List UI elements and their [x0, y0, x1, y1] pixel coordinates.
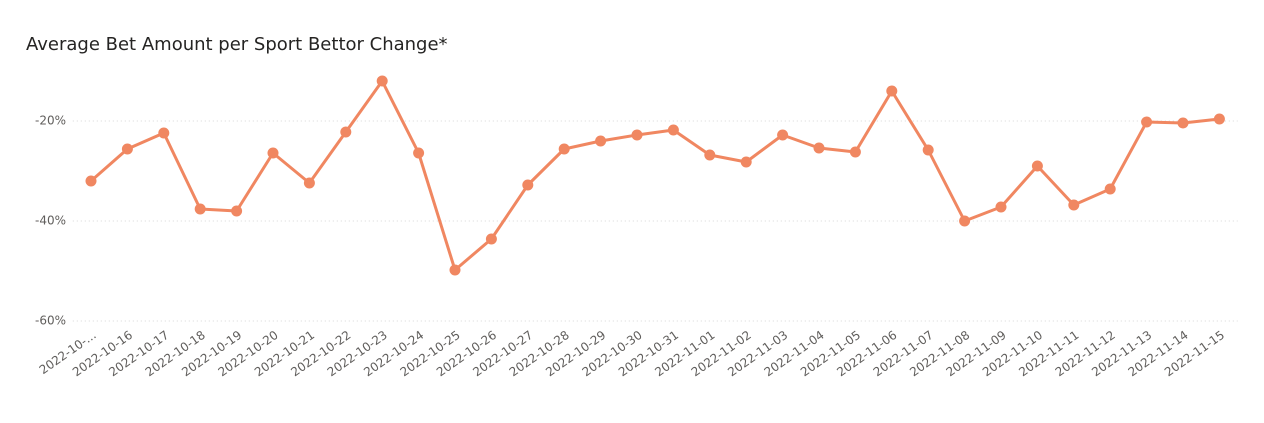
marker — [704, 149, 716, 161]
marker — [340, 126, 352, 138]
marker — [85, 175, 97, 187]
marker — [413, 147, 425, 159]
marker — [231, 205, 243, 217]
marker — [631, 129, 643, 141]
marker — [886, 85, 898, 97]
marker — [558, 143, 570, 155]
marker — [1141, 116, 1153, 128]
marker — [121, 143, 133, 155]
marker — [667, 124, 679, 136]
chart-title: Average Bet Amount per Sport Bettor Chan… — [26, 34, 448, 55]
marker — [1068, 199, 1080, 211]
marker — [595, 135, 607, 147]
marker — [194, 203, 206, 215]
y-tick-label: -60% — [35, 314, 66, 328]
marker — [959, 215, 971, 227]
marker — [777, 129, 789, 141]
line — [90, 79, 1220, 272]
marker — [303, 177, 315, 189]
marker — [1213, 113, 1225, 125]
marker — [522, 179, 534, 191]
marker — [1104, 183, 1116, 195]
y-tick-label: -20% — [35, 114, 66, 128]
marker — [995, 201, 1007, 213]
marker — [1177, 117, 1189, 129]
marker — [449, 264, 461, 276]
marker — [740, 156, 752, 168]
marker — [849, 146, 861, 158]
marker — [376, 75, 388, 87]
marker — [813, 142, 825, 154]
y-tick-label: -40% — [35, 214, 66, 228]
marker — [485, 233, 497, 245]
marker — [1031, 160, 1043, 172]
marker — [158, 127, 170, 139]
marker — [922, 144, 934, 156]
marker — [267, 147, 279, 159]
